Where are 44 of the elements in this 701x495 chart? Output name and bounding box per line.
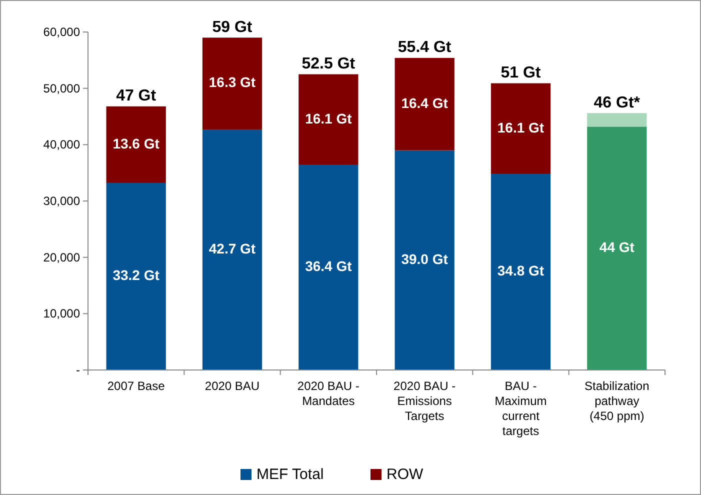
legend-label: MEF Total	[256, 466, 324, 483]
annotation: 39.0 Gt	[401, 250, 448, 267]
x-tick-label: 2020 BAU	[204, 379, 260, 393]
annotation: 36.4 Gt	[305, 258, 352, 274]
y-tick-label: 10,000	[43, 306, 80, 321]
x-tick-label: BAU - Maximum current targets	[494, 379, 547, 438]
bar	[490, 174, 551, 370]
bar	[394, 58, 454, 150]
annotation: 44 Gt	[599, 239, 635, 256]
bar	[202, 129, 262, 370]
bar	[587, 126, 647, 370]
annotation: 52.5 Gt	[302, 55, 356, 72]
annotation: 16.1 Gt	[497, 119, 544, 136]
annotation: 42.7 Gt	[208, 240, 256, 256]
bar	[298, 74, 358, 165]
annotation: 47 Gt	[116, 88, 157, 105]
y-tick-label: 20,000	[43, 250, 80, 264]
legend-label: ROW	[386, 466, 424, 483]
annotation: 16.4 Gt	[401, 94, 448, 111]
annotation: 16.3 Gt	[208, 74, 256, 90]
annotation: 55.4 Gt	[398, 39, 452, 56]
x-tick-label: 2020 BAU - Mandates	[297, 379, 360, 408]
annotation: 16.1 Gt	[305, 110, 352, 126]
x-tick-label: 2020 BAU - Emissions Targets	[394, 379, 456, 423]
annotation: 33.2 Gt	[112, 267, 160, 284]
x-tick-label: Stabilization pathway (450 ppm)	[584, 379, 650, 423]
annotation: 46 Gt*	[594, 94, 641, 112]
y-tick-label: 30,000	[43, 194, 80, 208]
bar	[106, 106, 166, 183]
x-tick-label: 2007 Base	[107, 379, 166, 393]
y-tick-label: 60,000	[43, 25, 80, 39]
annotation: 59 Gt	[212, 18, 253, 36]
bar	[490, 83, 551, 174]
bar	[298, 164, 358, 370]
bar	[202, 38, 262, 130]
bar	[587, 113, 647, 127]
annotation: 51 Gt	[500, 64, 542, 82]
y-tick-label: -	[76, 363, 80, 377]
annotation: 13.6 Gt	[112, 135, 160, 152]
annotation: 34.8 Gt	[497, 262, 544, 279]
bar	[394, 150, 454, 370]
y-tick-label: 40,000	[43, 138, 80, 152]
y-tick-label: 50,000	[43, 81, 80, 96]
bar	[106, 182, 166, 370]
